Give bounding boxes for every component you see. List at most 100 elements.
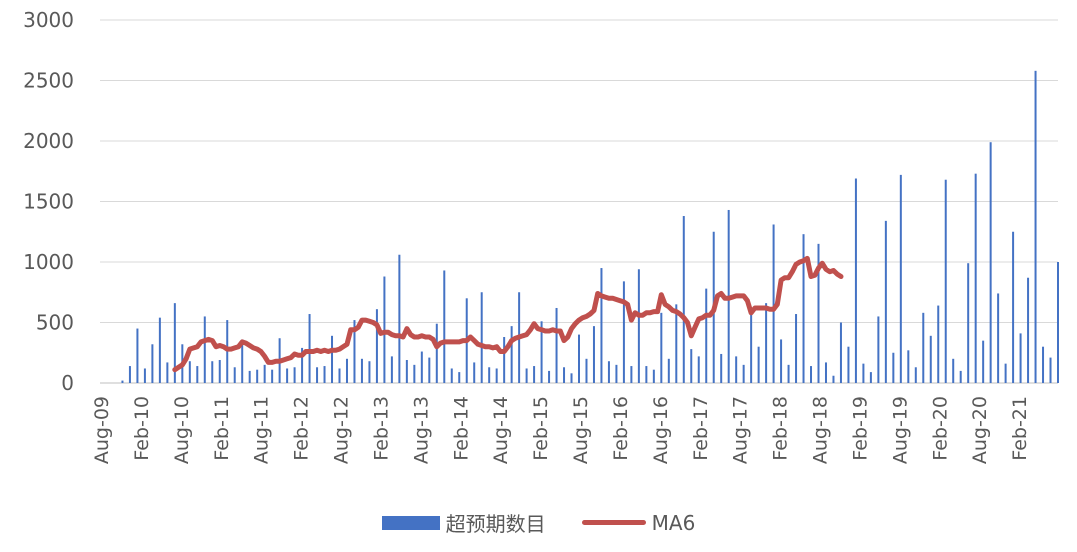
bar [944, 179, 947, 383]
bar [652, 369, 655, 383]
legend-line-label: MA6 [651, 510, 696, 535]
bar [892, 352, 895, 383]
x-tick-label: Aug-12 [331, 396, 353, 464]
bar [360, 358, 363, 383]
x-tick-label: Aug-19 [889, 396, 911, 464]
bar [742, 364, 745, 383]
bar [832, 375, 835, 383]
bar [271, 369, 274, 383]
bar [256, 369, 259, 383]
y-tick-label: 500 [36, 311, 74, 335]
bar [929, 335, 932, 383]
bar [862, 363, 865, 383]
bar [301, 347, 304, 383]
bar [286, 368, 289, 383]
bar [607, 361, 610, 383]
bar [982, 340, 985, 383]
bar [989, 142, 992, 383]
bar [675, 304, 678, 383]
bar [690, 349, 693, 383]
bar [368, 361, 371, 383]
bar [899, 174, 902, 383]
bar [660, 312, 663, 383]
x-tick-label: Aug-17 [730, 396, 752, 464]
legend: 超预期数目 MA6 [0, 508, 1077, 537]
bar [143, 368, 146, 383]
y-tick-label: 1000 [23, 250, 74, 274]
bar [795, 314, 798, 383]
bar [802, 234, 805, 383]
y-tick-label: 2500 [23, 69, 74, 93]
bar [510, 326, 513, 383]
bar [997, 293, 1000, 383]
bar [937, 305, 940, 383]
x-tick-label: Aug-16 [650, 396, 672, 464]
x-tick-label: Feb-19 [849, 396, 871, 461]
bar [877, 316, 880, 383]
x-tick-label: Aug-13 [410, 396, 432, 464]
bar [375, 309, 378, 383]
bar [578, 334, 580, 383]
bar [128, 366, 131, 383]
bar [1049, 357, 1052, 383]
bar [353, 320, 356, 383]
bar [824, 362, 827, 383]
bar [241, 339, 244, 383]
bar [293, 367, 296, 383]
bar [166, 362, 169, 383]
bar [974, 173, 977, 383]
bar [488, 367, 491, 383]
bar [443, 270, 446, 383]
x-tick-label: Feb-11 [211, 396, 233, 461]
x-tick-label: Feb-13 [370, 396, 392, 461]
bar [772, 224, 775, 383]
x-tick-label: Aug-14 [490, 396, 512, 464]
bar [420, 351, 423, 383]
bar [637, 269, 640, 383]
x-tick-label: Feb-16 [610, 396, 632, 461]
bar [720, 353, 723, 383]
bar [615, 364, 618, 383]
bar [854, 178, 857, 383]
bar [884, 220, 887, 383]
bar [1019, 333, 1022, 383]
chart-svg: 0 500 1000 1500 2000 2500 3000 Aug-09 Feb-10 Aug-… [23, 8, 1059, 464]
y-tick-label: 0 [61, 371, 74, 395]
bar [136, 328, 139, 383]
bar [907, 350, 910, 383]
bar [173, 303, 176, 383]
x-tick-label: Feb-14 [450, 396, 472, 461]
legend-bar-swatch [381, 515, 440, 530]
y-tick-label: 2000 [23, 129, 74, 153]
bar [413, 364, 416, 383]
bar [540, 321, 543, 383]
bar [233, 367, 236, 383]
x-tick-label: Feb-18 [770, 396, 792, 461]
bar [203, 316, 206, 383]
bar [682, 216, 685, 383]
bar [592, 326, 595, 383]
bar [967, 263, 970, 383]
legend-item-bars: 超预期数目 [381, 508, 546, 537]
x-tick-label: Feb-10 [131, 396, 153, 461]
bar [121, 380, 124, 383]
x-tick-label: Aug-15 [570, 396, 592, 464]
x-tick-label: Feb-21 [1009, 396, 1031, 461]
bar [188, 361, 191, 383]
bar [697, 356, 700, 383]
bar [869, 372, 872, 383]
bar [158, 317, 161, 383]
bar [323, 366, 326, 383]
bar [458, 372, 461, 383]
bar [338, 368, 341, 383]
bar [1004, 363, 1007, 383]
bar [263, 364, 266, 383]
bar [1042, 346, 1045, 383]
bar [1057, 262, 1059, 383]
bar [308, 314, 311, 383]
bar [585, 358, 588, 383]
bar [735, 356, 738, 383]
bar [787, 364, 790, 383]
bar [151, 344, 154, 383]
bar [533, 366, 536, 383]
